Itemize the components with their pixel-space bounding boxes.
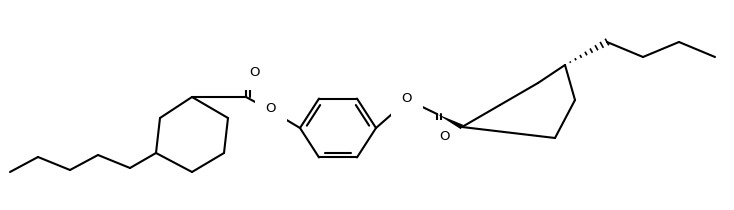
Text: O: O (401, 92, 413, 105)
Text: O: O (266, 102, 276, 116)
Text: O: O (249, 67, 259, 80)
Text: O: O (440, 130, 450, 143)
Polygon shape (437, 114, 463, 129)
